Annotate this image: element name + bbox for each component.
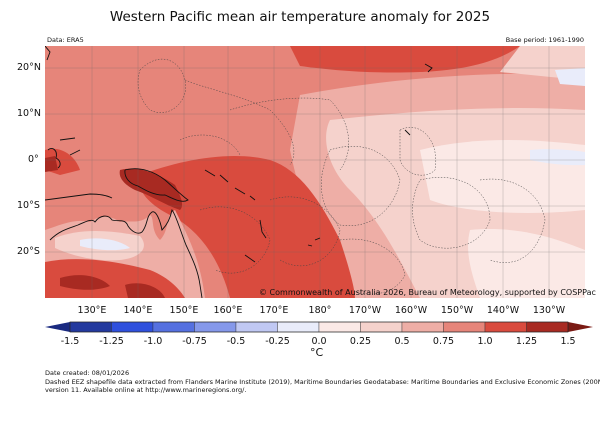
- png-coast: [124, 168, 189, 202]
- colorbar-unit: °C: [310, 346, 324, 359]
- colorbar-segment: [194, 321, 237, 333]
- colorbar-tick-label: 1.5: [560, 336, 576, 347]
- anomaly-zone-1.0-north: [290, 46, 520, 73]
- anomaly-zone-1.25-australia-south: [60, 275, 165, 298]
- lesser-sunda-coast: [45, 193, 113, 201]
- eez-boundaries: [137, 59, 546, 295]
- colorbar-tick-label: 1.0: [477, 336, 493, 347]
- date-created: Date created: 08/01/2026: [45, 369, 130, 377]
- colorbar-segment: [443, 321, 486, 333]
- lat-label: 20°N: [17, 62, 41, 73]
- lon-label: 170°E: [259, 305, 289, 316]
- lon-label: 160°E: [213, 305, 243, 316]
- colorbar-over-arrow: [568, 322, 593, 332]
- colorbar-tick-label: 0.75: [432, 336, 455, 347]
- colorbar-frame: [69, 321, 569, 333]
- colorbar-tick-label: -1.25: [99, 336, 124, 347]
- philippines-coast: [45, 46, 51, 61]
- colorbar-tick-label: -0.5: [226, 336, 246, 347]
- lon-label: 170°W: [348, 305, 382, 316]
- eez-source-note: Dashed EEZ shapefile data extracted from…: [45, 378, 600, 386]
- colorbar-segment: [484, 321, 527, 333]
- indonesia-coast: [47, 137, 81, 169]
- colorbar-segment: [526, 321, 569, 333]
- colorbar-segment: [152, 321, 195, 333]
- colorbar-tick-label: -0.25: [265, 336, 290, 347]
- anomaly-zone-1.0-melanesia: [139, 155, 355, 298]
- lon-label: 180°: [308, 305, 332, 316]
- map-title: Western Pacific mean air temperature ano…: [109, 9, 491, 25]
- eez-source-note-2: version 11. Available online at http://w…: [45, 386, 247, 394]
- colorbar-segment: [69, 321, 112, 333]
- lon-label: 130°E: [77, 305, 107, 316]
- colorbar-tick-label: 1.25: [515, 336, 538, 347]
- pacific-islands-coast: [404, 63, 433, 136]
- lat-label: 20°S: [17, 246, 40, 257]
- vanuatu-coast: [244, 219, 267, 263]
- lon-label: 160°W: [394, 305, 428, 316]
- anomaly-zone-1.25-png: [119, 168, 183, 210]
- anomaly-zone-negative-north: [555, 68, 585, 86]
- lat-label: 10°S: [17, 200, 40, 211]
- coastlines: [45, 46, 433, 298]
- colorbar-segment: [111, 321, 154, 333]
- lon-label: 150°W: [440, 305, 474, 316]
- lon-label: 150°E: [169, 305, 199, 316]
- fiji-coast: [307, 237, 321, 247]
- colorbar-tick-label: -0.75: [182, 336, 207, 347]
- colorbar-tick-label: -1.0: [143, 336, 163, 347]
- data-source-label: Data: ERA5: [47, 36, 84, 44]
- lat-label: 0°: [28, 154, 39, 165]
- lon-label: 140°E: [123, 305, 153, 316]
- colorbar-under-arrow: [45, 322, 70, 332]
- colorbar-tick-label: 0.25: [349, 336, 372, 347]
- anomaly-zone-0.0-south: [468, 229, 585, 298]
- colorbar-tick-label: 0.0: [311, 336, 327, 347]
- australia-coast: [49, 208, 203, 298]
- lon-label: 140°W: [486, 305, 520, 316]
- anomaly-map: [45, 46, 585, 298]
- colorbar-tick-label: -1.5: [60, 336, 80, 347]
- base-period-label: Base period: 1961-1990: [505, 36, 584, 44]
- colorbar-segment: [401, 321, 444, 333]
- solomon-islands-coast: [204, 169, 256, 201]
- colorbar-segment: [235, 321, 278, 333]
- colorbar: [45, 321, 593, 333]
- anomaly-zone-australia-neutral: [80, 238, 130, 251]
- anomaly-zone-negative: [530, 149, 585, 166]
- lat-label: 10°N: [17, 108, 41, 119]
- colorbar-segment: [360, 321, 403, 333]
- lon-label: 130°W: [532, 305, 566, 316]
- colorbar-segment: [318, 321, 361, 333]
- copyright-text: © Commonwealth of Australia 2026, Bureau…: [259, 288, 596, 297]
- colorbar-tick-label: 0.5: [394, 336, 410, 347]
- graticule: [45, 46, 585, 298]
- colorbar-segment: [277, 321, 320, 333]
